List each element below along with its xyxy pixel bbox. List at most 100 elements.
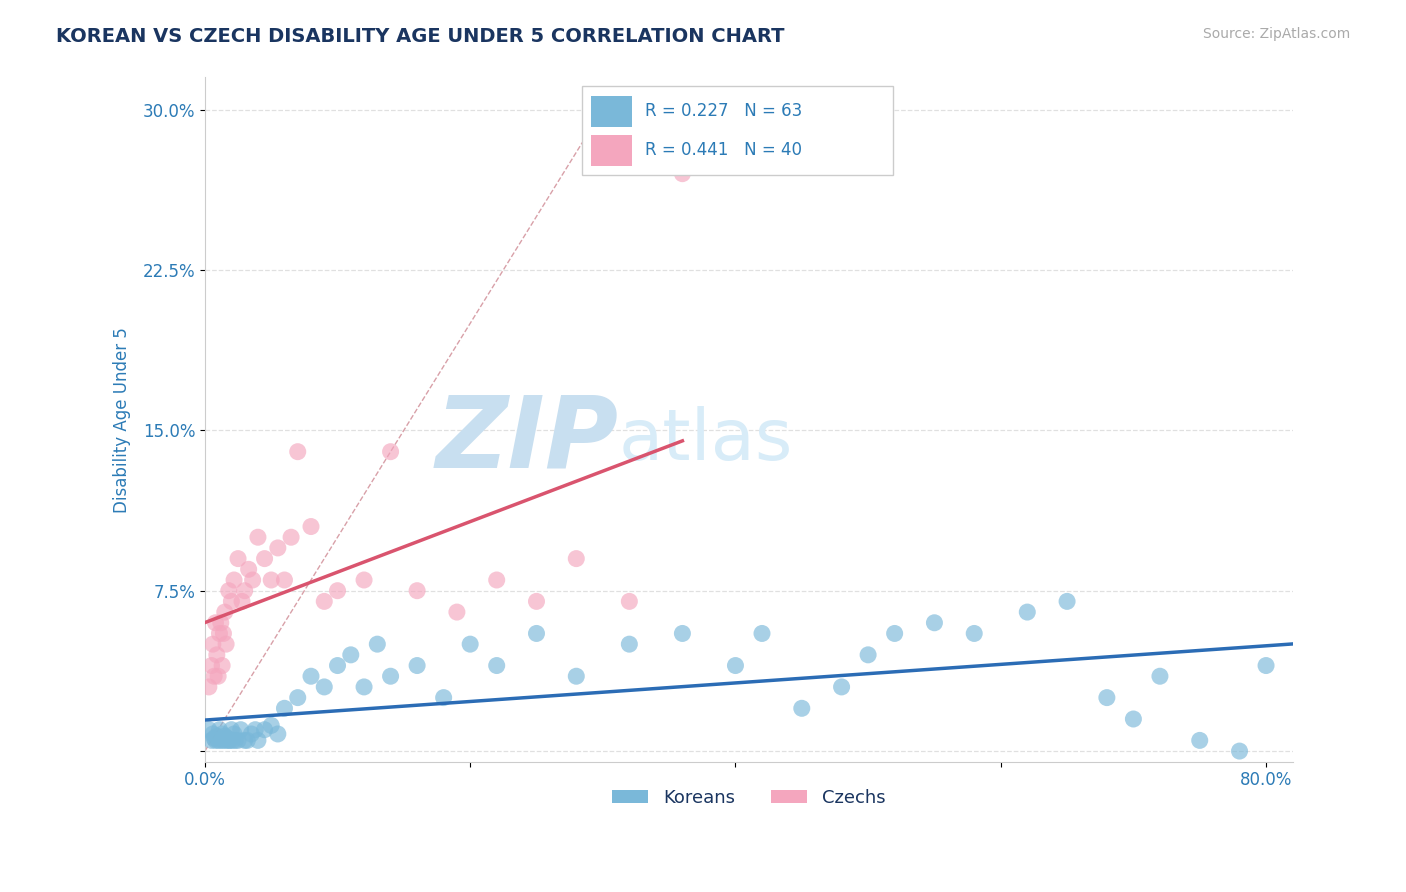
Point	[221, 594, 243, 608]
Point	[215, 637, 238, 651]
Point	[219, 733, 242, 747]
Point	[299, 669, 322, 683]
Point	[273, 701, 295, 715]
Point	[790, 701, 813, 715]
Text: Source: ZipAtlas.com: Source: ZipAtlas.com	[1202, 27, 1350, 41]
Point	[1122, 712, 1144, 726]
Point	[215, 733, 238, 747]
Point	[326, 583, 349, 598]
Point	[299, 519, 322, 533]
Text: atlas: atlas	[619, 406, 793, 475]
Point	[267, 541, 290, 555]
Point	[233, 733, 256, 747]
Point	[406, 583, 429, 598]
Point	[273, 573, 295, 587]
Point	[202, 731, 225, 746]
Point	[485, 573, 508, 587]
FancyBboxPatch shape	[591, 135, 633, 166]
Point	[314, 680, 336, 694]
Point	[218, 733, 240, 747]
Point	[326, 658, 349, 673]
Point	[208, 723, 231, 737]
Point	[353, 680, 375, 694]
Point	[222, 733, 245, 747]
Point	[963, 626, 986, 640]
Point	[260, 718, 283, 732]
Point	[229, 723, 252, 737]
Point	[238, 562, 260, 576]
Point	[1188, 733, 1211, 747]
Point	[380, 669, 402, 683]
Point	[214, 605, 236, 619]
Point	[209, 615, 232, 630]
Point	[202, 669, 225, 683]
Point	[207, 733, 229, 747]
Point	[1254, 658, 1277, 673]
Point	[924, 615, 946, 630]
Point	[1229, 744, 1251, 758]
Point	[671, 626, 693, 640]
Point	[526, 626, 548, 640]
Point	[565, 551, 588, 566]
Text: ZIP: ZIP	[436, 392, 619, 489]
FancyBboxPatch shape	[591, 96, 633, 127]
Point	[314, 594, 336, 608]
Point	[224, 733, 246, 747]
Point	[671, 167, 693, 181]
Point	[246, 530, 269, 544]
Point	[1017, 605, 1039, 619]
Point	[198, 723, 221, 737]
Point	[214, 729, 236, 743]
Point	[211, 658, 233, 673]
Point	[236, 733, 259, 747]
Point	[253, 723, 276, 737]
Point	[201, 727, 224, 741]
Point	[218, 583, 240, 598]
Point	[1149, 669, 1171, 683]
Point	[245, 723, 267, 737]
Point	[287, 690, 309, 705]
Point	[253, 551, 276, 566]
Point	[366, 637, 388, 651]
Point	[208, 626, 231, 640]
Point	[212, 733, 235, 747]
Point	[209, 733, 232, 747]
Point	[856, 648, 879, 662]
Point	[221, 723, 243, 737]
Text: R = 0.227   N = 63: R = 0.227 N = 63	[645, 103, 803, 120]
Point	[233, 583, 256, 598]
Point	[205, 729, 228, 743]
Point	[458, 637, 481, 651]
Point	[222, 573, 245, 587]
Point	[226, 733, 249, 747]
Point	[446, 605, 468, 619]
Point	[204, 733, 226, 747]
Point	[242, 573, 264, 587]
Point	[380, 444, 402, 458]
Point	[212, 626, 235, 640]
Legend: Koreans, Czechs: Koreans, Czechs	[605, 782, 893, 814]
Point	[565, 669, 588, 683]
Point	[280, 530, 302, 544]
Point	[222, 727, 245, 741]
Point	[198, 680, 221, 694]
Point	[204, 615, 226, 630]
Text: R = 0.441   N = 40: R = 0.441 N = 40	[645, 141, 803, 160]
Point	[353, 573, 375, 587]
Point	[207, 669, 229, 683]
Point	[246, 733, 269, 747]
Point	[226, 551, 249, 566]
Y-axis label: Disability Age Under 5: Disability Age Under 5	[114, 326, 131, 513]
Point	[751, 626, 773, 640]
Point	[200, 733, 222, 747]
Point	[260, 573, 283, 587]
Point	[619, 594, 641, 608]
Point	[267, 727, 290, 741]
Point	[433, 690, 456, 705]
Point	[485, 658, 508, 673]
Point	[217, 731, 239, 746]
Point	[231, 594, 253, 608]
Point	[205, 648, 228, 662]
Point	[526, 594, 548, 608]
Point	[1095, 690, 1118, 705]
